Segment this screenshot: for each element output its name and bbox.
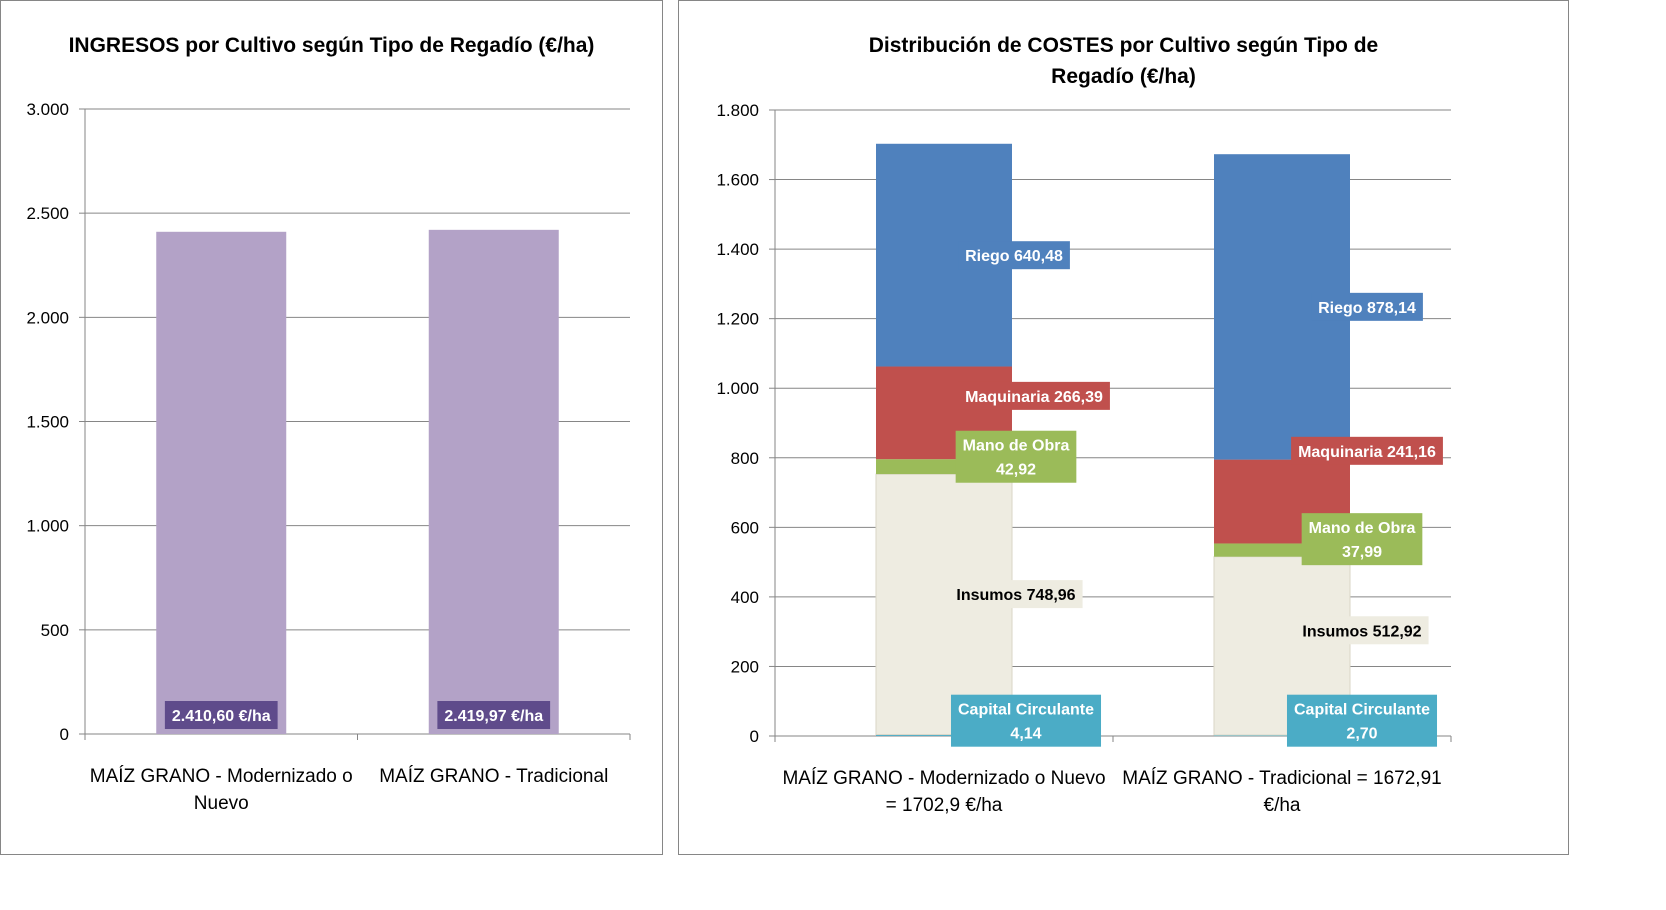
cost-data-label-mano-de-obra-bg	[955, 430, 1077, 483]
income-bar	[156, 231, 287, 734]
cost-data-label-capital-circulante-text: 2,70	[1346, 726, 1377, 743]
income-data-label-text: 2.419,97 €/ha	[444, 708, 543, 725]
cost-ytick-label: 1.200	[716, 310, 759, 329]
cost-ytick-label: 1.000	[716, 379, 759, 398]
cost-data-label-mano-de-obra-bg	[1301, 513, 1423, 566]
cost-data-label-maquinaria: Maquinaria 241,16	[1291, 436, 1443, 465]
cost-data-label-maquinaria-text: Maquinaria 241,16	[1298, 444, 1436, 461]
cost-data-label-insumos: Insumos 512,92	[1295, 616, 1429, 645]
cost-data-label-riego-text: Riego 878,14	[1318, 300, 1416, 317]
cost-data-label-mano-de-obra-text: Mano de Obra	[1309, 520, 1416, 537]
cost-data-label-capital-circulante-bg	[1286, 694, 1438, 747]
cost-chart-panel: Distribución de COSTES por Cultivo según…	[678, 0, 1569, 855]
cost-data-label-insumos-text: Insumos 512,92	[1302, 623, 1421, 640]
cost-data-label-insumos: Insumos 748,96	[949, 580, 1083, 609]
cost-data-label-maquinaria: Maquinaria 266,39	[958, 381, 1110, 410]
income-ytick-label: 2.000	[26, 308, 69, 327]
income-chart-panel: INGRESOS por Cultivo según Tipo de Regad…	[0, 0, 663, 855]
cost-ytick-label: 400	[731, 588, 759, 607]
income-ytick-label: 1.000	[26, 517, 69, 536]
income-data-label: 2.419,97 €/ha	[437, 701, 551, 729]
cost-data-label-capital-circulante: Capital Circulante 4,14	[950, 694, 1102, 747]
cost-data-label-insumos-bg	[1295, 616, 1429, 645]
cost-chart-title: Distribución de COSTES por Cultivo según…	[868, 34, 1379, 88]
cost-data-label-capital-circulante-text: Capital Circulante	[1294, 702, 1430, 719]
cost-data-label-capital-circulante-bg	[950, 694, 1102, 747]
cost-data-label-maquinaria-bg	[1291, 436, 1443, 465]
cost-category-label: MAÍZ GRANO - Tradicional = 1672,91 €/ha	[1122, 768, 1441, 816]
cost-ytick-label: 200	[731, 657, 759, 676]
cost-data-label-riego-bg	[958, 241, 1070, 270]
cost-data-label-mano-de-obra-text: 42,92	[996, 462, 1036, 479]
income-bar	[428, 229, 559, 734]
cost-data-label-maquinaria-text: Maquinaria 266,39	[965, 389, 1103, 406]
cost-ytick-label: 1.600	[716, 171, 759, 190]
cost-data-label-maquinaria-bg	[958, 381, 1110, 410]
income-ytick-label: 1.500	[26, 413, 69, 432]
cost-ytick-label: 1.800	[716, 101, 759, 120]
income-ytick-label: 500	[41, 621, 69, 640]
cost-ytick-label: 1.400	[716, 240, 759, 259]
cost-data-label-riego-bg	[1311, 292, 1423, 321]
cost-data-label-riego: Riego 878,14	[1311, 292, 1423, 321]
cost-data-label-insumos-text: Insumos 748,96	[956, 587, 1075, 604]
income-data-label-bg	[437, 701, 551, 729]
cost-data-label-mano-de-obra-text: 37,99	[1342, 544, 1382, 561]
income-category-label: MAÍZ GRANO - Modernizado o Nuevo	[90, 766, 353, 814]
cost-ytick-label: 0	[750, 727, 759, 746]
income-chart-svg: 0 500 1.000 1.500 2.000 2.500 3.000 MAÍZ GRANO …	[26, 100, 631, 814]
cost-category-label: MAÍZ GRANO - Modernizado o Nuevo = 1702,9…	[782, 768, 1105, 816]
income-data-label: 2.410,60 €/ha	[164, 701, 278, 729]
cost-data-label-mano-de-obra: Mano de Obra 37,99	[1301, 513, 1423, 566]
income-ytick-label: 0	[60, 725, 69, 744]
income-ytick-label: 2.500	[26, 204, 69, 223]
cost-data-label-riego: Riego 640,48	[958, 241, 1070, 270]
income-category-label: MAÍZ GRANO - Tradicional	[379, 766, 608, 787]
cost-data-label-capital-circulante-text: Capital Circulante	[958, 702, 1094, 719]
income-ytick-label: 3.000	[26, 100, 69, 119]
cost-data-label-mano-de-obra-text: Mano de Obra	[963, 438, 1070, 455]
cost-ytick-label: 800	[731, 449, 759, 468]
cost-segment-capital-circulante	[876, 734, 1012, 736]
income-chart-title: INGRESOS por Cultivo según Tipo de Regad…	[68, 34, 595, 57]
income-data-label-text: 2.410,60 €/ha	[172, 708, 271, 725]
cost-data-label-capital-circulante-text: 4,14	[1010, 726, 1041, 743]
cost-data-label-capital-circulante: Capital Circulante 2,70	[1286, 694, 1438, 747]
cost-chart-svg: 0 200 400 600 800 1.000 1.200 1.400 1.600 1.800 MA…	[716, 101, 1452, 816]
cost-data-label-riego-text: Riego 640,48	[965, 248, 1063, 265]
income-data-label-bg	[164, 701, 278, 729]
cost-data-label-mano-de-obra: Mano de Obra 42,92	[955, 430, 1077, 483]
cost-ytick-label: 600	[731, 518, 759, 537]
cost-data-label-insumos-bg	[949, 580, 1083, 609]
